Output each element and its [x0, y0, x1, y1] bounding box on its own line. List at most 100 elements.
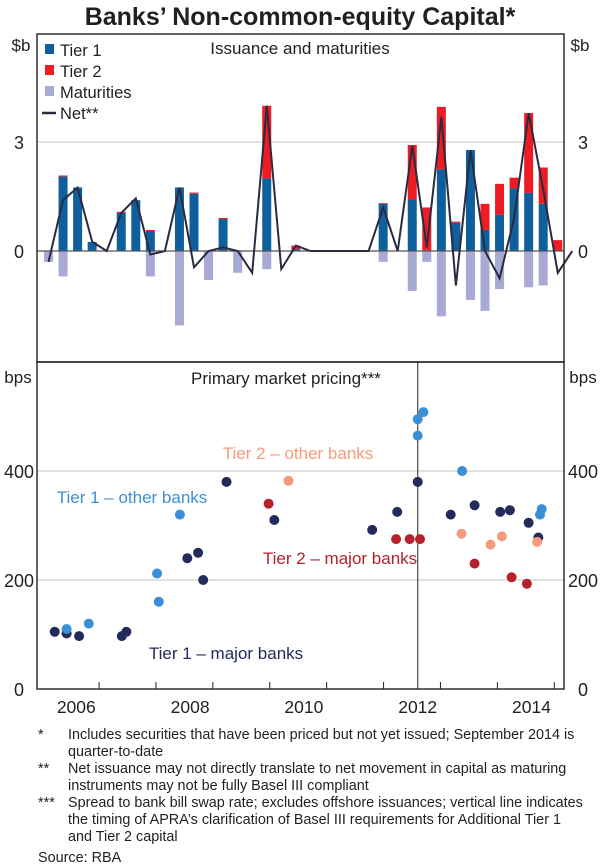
- series-label-t1-major: Tier 1 – major banks: [149, 644, 303, 663]
- legend-swatch: [45, 86, 54, 96]
- bar-tier1: [378, 203, 388, 251]
- bar-maturities: [407, 251, 417, 291]
- footnote-marker: ***: [38, 795, 55, 811]
- y-tick-label-left: 0: [14, 680, 24, 700]
- scatter-point-t1-other: [418, 407, 429, 418]
- scatter-point-t2-other: [532, 536, 543, 547]
- y-unit-right: $b: [571, 36, 590, 55]
- bar-tier2: [407, 145, 417, 200]
- legend-swatch: [45, 65, 54, 75]
- bar-tier2: [480, 203, 490, 230]
- scatter-point-t1-major: [182, 553, 193, 564]
- scatter-point-t2-major: [391, 534, 402, 545]
- scatter-point-t1-major: [198, 575, 209, 585]
- bar-tier2: [378, 203, 388, 204]
- footnote-text: Spread to bank bill swap rate; excludes …: [68, 795, 583, 845]
- x-tick-label: 2010: [284, 697, 323, 717]
- bar-tier1: [58, 176, 68, 251]
- scatter-point-t2-major: [415, 534, 425, 545]
- scatter-point-t1-major: [367, 524, 378, 535]
- bar-maturities: [495, 251, 505, 290]
- bar-tier1: [174, 187, 184, 251]
- legend-label: Net**: [60, 105, 99, 123]
- bar-tier2: [524, 113, 534, 193]
- bar-tier1: [451, 222, 461, 251]
- legend-label: Maturities: [60, 84, 132, 102]
- y-tick-label-left: 0: [14, 242, 24, 262]
- footnote-marker: **: [38, 761, 50, 777]
- series-label-t1-other: Tier 1 – other banks: [57, 488, 208, 507]
- bar-maturities: [524, 251, 534, 288]
- bar-maturities: [378, 251, 388, 262]
- y-tick-label-right: 0: [578, 242, 588, 262]
- scatter-point-t2-major: [404, 534, 415, 545]
- footnote-2: ** Net issuance may not directly transla…: [38, 761, 588, 795]
- bar-maturities: [233, 251, 243, 273]
- bar-tier2: [58, 175, 68, 177]
- scatter-point-t1-major: [221, 476, 232, 487]
- scatter-point-t1-major: [504, 505, 515, 516]
- legend-label: Tier 2: [60, 63, 102, 81]
- bar-tier1: [465, 150, 475, 251]
- bar-tier1: [436, 169, 446, 251]
- bar-tier2: [451, 221, 461, 223]
- y-unit-left: $b: [12, 36, 31, 55]
- y-tick-label-left: 200: [4, 571, 34, 591]
- bar-maturities: [436, 251, 446, 317]
- scatter-point-t1-major: [392, 506, 403, 517]
- bar-tier2: [262, 105, 272, 179]
- bar-maturities: [58, 251, 68, 277]
- scatter-point-t2-other: [485, 539, 496, 550]
- bar-maturities: [145, 251, 155, 277]
- panel-title: Primary market pricing***: [191, 369, 381, 388]
- scatter-point-t1-other: [83, 618, 94, 629]
- bar-tier1: [131, 200, 141, 251]
- legend-swatch: [45, 44, 54, 54]
- bar-maturities: [422, 251, 432, 262]
- scatter-point-t2-major: [263, 498, 274, 509]
- source-note: Source: RBA: [38, 850, 122, 866]
- bar-maturities: [204, 251, 214, 281]
- bar-tier1: [524, 192, 534, 251]
- scatter-point-t2-other: [496, 531, 507, 542]
- scatter-point-t1-major: [412, 476, 423, 487]
- bar-tier2: [218, 217, 228, 220]
- scatter-point-t1-major: [49, 626, 60, 637]
- bar-tier1: [189, 193, 199, 251]
- footnote-1: * Includes securities that have been pri…: [38, 727, 588, 761]
- bar-tier2: [189, 192, 199, 194]
- bar-tier1: [480, 229, 490, 251]
- scatter-point-t2-major: [469, 558, 480, 569]
- bar-maturities: [44, 251, 53, 262]
- scatter-point-t1-other: [535, 509, 545, 520]
- bar-maturities: [480, 251, 490, 311]
- scatter-point-t1-major: [523, 517, 534, 528]
- legend-label: Tier 1: [60, 42, 102, 60]
- bar-tier1: [218, 219, 228, 251]
- y-tick-label-right: 0: [578, 680, 588, 700]
- footnote-text: Net issuance may not directly translate …: [68, 761, 567, 794]
- bar-tier1: [262, 178, 272, 251]
- scatter-point-t1-other: [152, 568, 163, 579]
- bar-maturities: [465, 251, 475, 301]
- y-tick-label-right: 3: [578, 133, 588, 153]
- series-label-t2-major: Tier 2 – major banks: [263, 549, 417, 568]
- scatter-point-t2-other: [456, 528, 467, 539]
- scatter-point-t1-other: [153, 596, 164, 607]
- bar-tier1: [116, 212, 126, 251]
- scatter-point-t1-major: [269, 515, 280, 525]
- x-tick-label: 2006: [57, 697, 96, 717]
- x-tick-label: 2012: [398, 697, 437, 717]
- net-line: [47, 105, 574, 286]
- x-tick-label: 2014: [512, 697, 551, 717]
- bar-tier2: [495, 183, 505, 215]
- bar-tier1: [407, 199, 417, 251]
- panel-title: Issuance and maturities: [210, 39, 390, 58]
- footnote-marker: *: [38, 727, 44, 743]
- series-label-t2-other: Tier 2 – other banks: [223, 444, 374, 463]
- bar-tier2: [422, 207, 432, 251]
- bar-tier1: [495, 214, 505, 251]
- scatter-point-t1-major: [445, 509, 456, 520]
- scatter-point-t1-major: [74, 631, 85, 642]
- scatter-point-t1-other: [174, 509, 185, 520]
